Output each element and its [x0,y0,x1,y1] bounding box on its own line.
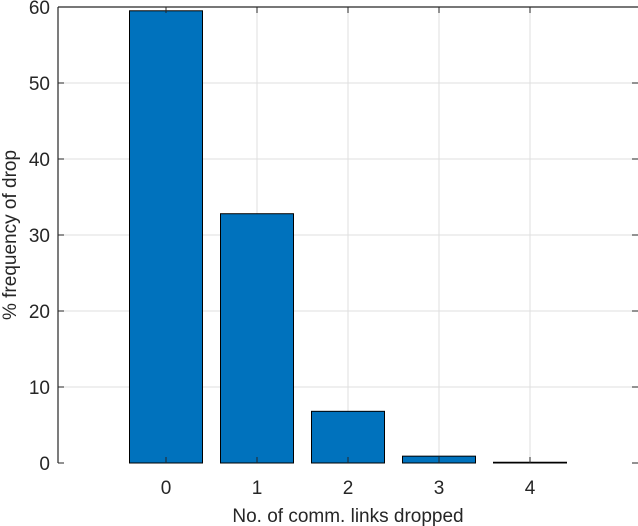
y-tick-label: 0 [39,454,50,475]
x-tick-label: 1 [252,478,263,499]
x-axis-label: No. of comm. links dropped [232,506,463,526]
x-tick-label: 2 [343,478,354,499]
y-tick-label: 60 [29,0,50,19]
bar-0 [129,10,203,464]
y-axis-label: % frequency of drop [0,150,21,320]
x-tick-label: 4 [525,478,536,499]
x-tick-label: 0 [161,478,172,499]
y-tick-label: 50 [29,74,50,95]
bar-2 [311,410,385,464]
y-tick-label: 40 [29,150,50,171]
y-tick-label: 30 [29,226,50,247]
bar-1 [220,213,294,464]
y-tick-label: 20 [29,302,50,323]
y-tick-label: 10 [29,378,50,399]
y-axis-ticks: 0 10 20 30 40 50 60 [29,0,638,475]
x-axis-ticks: 0 1 2 3 4 [161,7,536,499]
x-tick-label: 3 [434,478,445,499]
